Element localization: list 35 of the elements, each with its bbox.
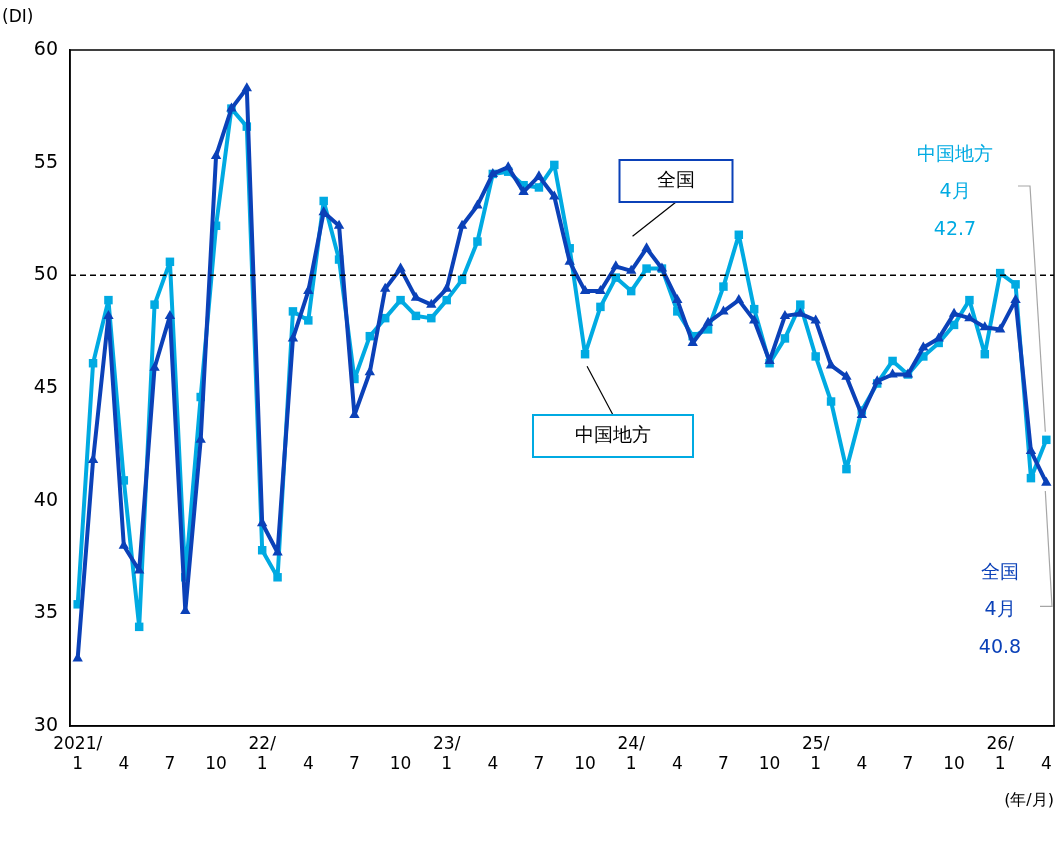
y-tick-label: 30	[33, 712, 58, 735]
x-tick-label: 10	[205, 753, 227, 774]
y-tick-label: 55	[33, 149, 58, 172]
x-tick-label: 4	[856, 753, 868, 774]
y-tick-label: 50	[33, 262, 58, 285]
x-tick-label: 7	[164, 753, 176, 774]
y-axis-title: (DI)	[2, 6, 34, 27]
y-tick-label: 45	[33, 374, 58, 397]
annotation: 全国 4月 40.8	[978, 559, 1022, 657]
y-tick-label: 60	[33, 36, 58, 59]
x-tick-label: 10	[758, 753, 781, 774]
x-tick-label: 4	[118, 753, 130, 774]
x-tick-label: 7	[718, 753, 729, 774]
x-tick-label: 24/ 1	[617, 732, 646, 774]
x-tick-label: 10	[389, 753, 412, 774]
x-tick-label: 22/ 1	[248, 732, 277, 774]
x-tick-label: 10	[574, 753, 596, 774]
text: 中国地方	[575, 422, 651, 445]
x-tick-label: 26/ 1	[986, 732, 1015, 774]
x-tick-label: 4	[487, 753, 499, 774]
x-tick-label: 25/ 1	[802, 732, 830, 774]
x-tick-label: 4	[671, 753, 683, 774]
annotation: 中国地方 4月 42.7	[917, 141, 993, 239]
y-tick-label: 35	[33, 600, 58, 623]
y-tick-label: 40	[33, 487, 58, 510]
x-tick-label: 10	[943, 753, 965, 774]
x-axis-title: (年/月)	[1004, 789, 1054, 809]
x-tick-label: 23/ 1	[433, 732, 461, 774]
x-tick-label: 7	[349, 753, 360, 774]
x-tick-label: 4	[302, 753, 314, 774]
x-tick-label: 2021/ 1	[53, 732, 103, 774]
x-tick-label: 7	[533, 753, 545, 774]
x-tick-label: 7	[902, 753, 914, 774]
text: 全国	[657, 167, 695, 190]
x-tick-label: 4	[1040, 753, 1052, 774]
